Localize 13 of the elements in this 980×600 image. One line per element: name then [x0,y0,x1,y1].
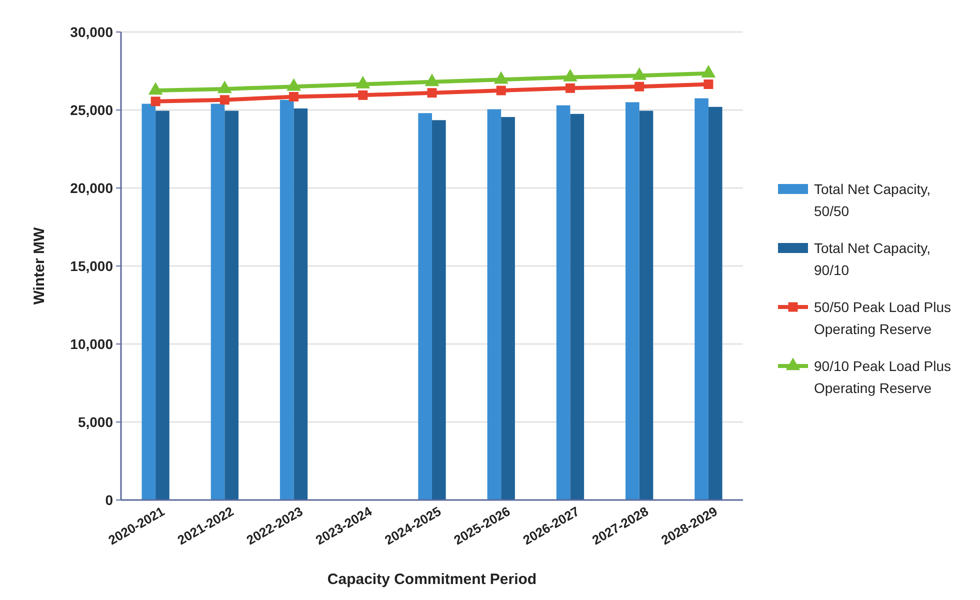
legend-label: 50/50 Peak Load Plus Operating Reserve [814,299,951,337]
y-tick-label: 15,000 [70,258,114,274]
y-axis-title: Winter MW [31,226,48,305]
y-tick-label: 20,000 [70,180,114,196]
y-tick-label: 5,000 [78,414,114,430]
legend-label: 90/10 Peak Load Plus Operating Reserve [814,358,951,396]
y-tick-label: 30,000 [70,24,114,40]
y-tick-label: 25,000 [70,102,114,118]
legend-label: Total Net Capacity, 50/50 [814,181,930,219]
y-tick-label: 10,000 [70,336,114,352]
x-axis-title: Capacity Commitment Period [327,571,537,588]
legend-label: Total Net Capacity, 90/10 [814,240,930,278]
y-tick-label: 0 [105,492,114,508]
